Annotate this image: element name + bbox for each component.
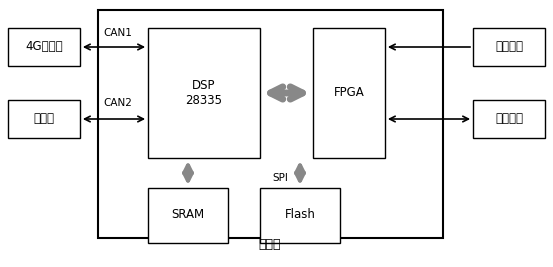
Text: 控制板: 控制板 — [259, 238, 281, 252]
Text: 数字量板: 数字量板 — [495, 112, 523, 125]
Bar — [260, 188, 340, 243]
Text: 4G网关板: 4G网关板 — [25, 41, 63, 53]
Bar — [148, 28, 260, 158]
Text: SRAM: SRAM — [171, 209, 205, 222]
Bar — [473, 100, 545, 138]
Text: CAN2: CAN2 — [103, 98, 132, 108]
Bar — [98, 10, 443, 238]
Text: 网络板: 网络板 — [34, 112, 55, 125]
Text: FPGA: FPGA — [333, 87, 364, 100]
Bar — [148, 188, 228, 243]
Bar — [8, 100, 80, 138]
Text: DSP
28335: DSP 28335 — [185, 79, 222, 107]
Text: 模拟量板: 模拟量板 — [495, 41, 523, 53]
Text: CAN1: CAN1 — [103, 28, 132, 38]
Bar — [8, 28, 80, 66]
Bar — [473, 28, 545, 66]
Bar — [313, 28, 385, 158]
Text: SPI: SPI — [272, 173, 288, 183]
Text: Flash: Flash — [285, 209, 315, 222]
